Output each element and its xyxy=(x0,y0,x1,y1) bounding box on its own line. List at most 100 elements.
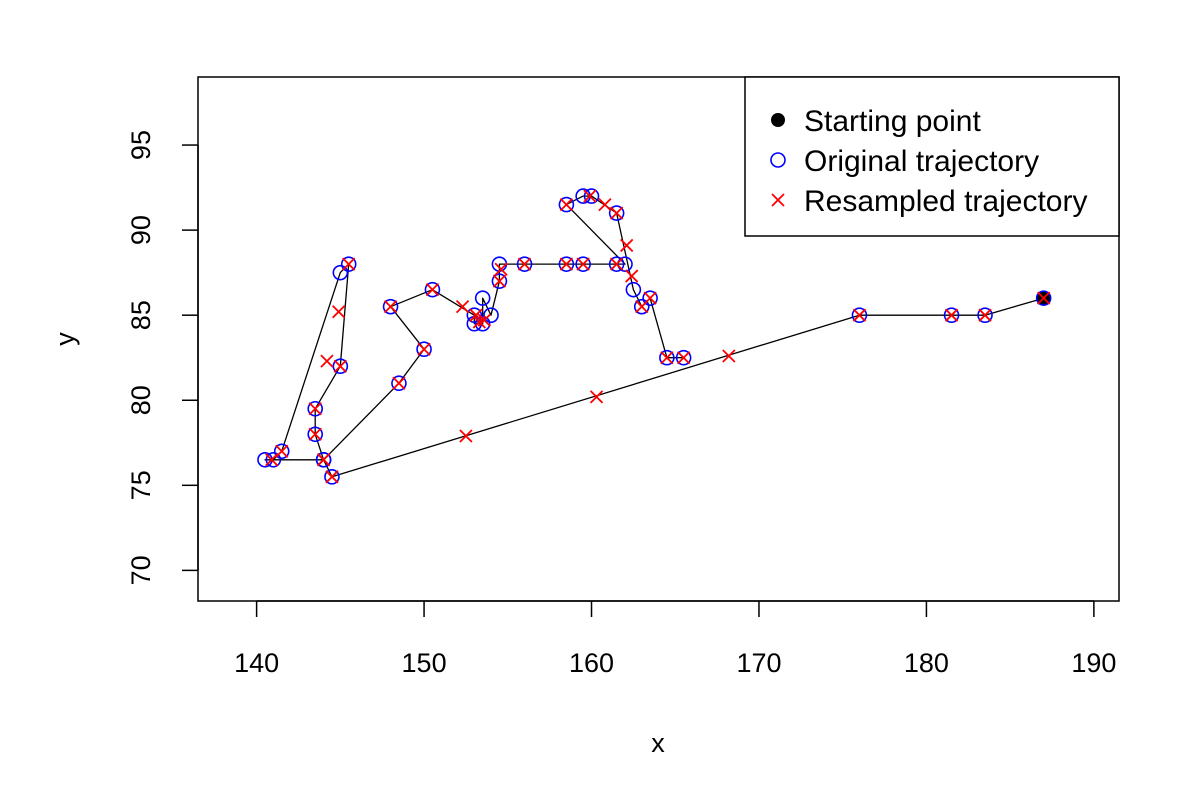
legend-original-symbol xyxy=(770,152,786,168)
y-tick-label: 70 xyxy=(126,555,156,585)
x-tick-label: 170 xyxy=(736,648,781,678)
resampled-point xyxy=(320,354,334,368)
resampled-point xyxy=(620,238,634,253)
original-point xyxy=(583,188,600,204)
original-point xyxy=(575,256,591,272)
original-point xyxy=(474,315,491,332)
original-point xyxy=(608,256,625,272)
resampled-point xyxy=(492,274,507,288)
original-point xyxy=(265,451,282,468)
x-tick-label: 190 xyxy=(1071,648,1116,678)
resampled-point xyxy=(625,269,639,283)
resampled-point xyxy=(559,197,574,212)
resampled-point xyxy=(477,313,491,327)
resampled-point xyxy=(722,349,736,363)
legend-label-resampled: Resampled trajectory xyxy=(804,185,1087,218)
resampled-point xyxy=(383,300,398,314)
original-point xyxy=(273,443,290,460)
trajectory-line xyxy=(264,195,1044,478)
original-point xyxy=(483,307,499,323)
resampled-point xyxy=(308,427,322,441)
original-point xyxy=(617,256,633,272)
y-tick-label: 85 xyxy=(126,300,156,330)
original-point xyxy=(558,196,575,213)
resampled-point xyxy=(494,262,508,276)
legend-box xyxy=(744,76,1120,237)
resampled-point xyxy=(425,283,440,297)
legend-start-symbol xyxy=(771,113,785,127)
original-point xyxy=(324,469,340,485)
resampled-point xyxy=(417,342,431,356)
resampled-point xyxy=(333,359,347,373)
resampled-point xyxy=(576,257,590,271)
resampled-point xyxy=(643,291,657,305)
y-tick-label: 80 xyxy=(126,385,156,415)
original-point xyxy=(851,307,868,323)
resampled-point xyxy=(275,444,289,458)
resampled-point xyxy=(852,308,867,322)
x-tick-label: 150 xyxy=(402,648,447,678)
original-point xyxy=(1035,290,1052,306)
resampled-point xyxy=(332,305,346,319)
resampled-point xyxy=(316,453,331,467)
resampled-point xyxy=(517,257,532,271)
resampled-point xyxy=(472,315,486,329)
resampled-point xyxy=(392,376,406,390)
axes-layer: 140 150 160 170 180 190 70 75 80 85 90 95 xyxy=(126,130,1116,678)
resampled-point xyxy=(660,351,674,365)
original-point xyxy=(474,290,491,306)
y-tick-label: 75 xyxy=(126,470,156,500)
resampled-point xyxy=(325,470,339,484)
y-axis: 70 75 80 85 90 95 xyxy=(126,130,199,585)
original-point xyxy=(977,307,993,323)
x-tick-label: 140 xyxy=(234,648,279,678)
legend: Starting point Original trajectory Resam… xyxy=(744,76,1120,237)
original-point xyxy=(391,375,407,392)
resampled-point xyxy=(589,390,604,404)
original-point xyxy=(416,341,432,358)
original-point xyxy=(642,290,658,306)
original-point xyxy=(608,205,625,221)
trajectory-path-layer xyxy=(264,195,1044,478)
original-point xyxy=(675,349,692,366)
resampled-point xyxy=(609,257,624,271)
original-point xyxy=(633,298,650,315)
original-point xyxy=(558,256,575,272)
original-point xyxy=(315,451,332,468)
resampled-point xyxy=(308,402,322,416)
resampled-point xyxy=(1037,291,1051,305)
resampled-point xyxy=(559,257,574,271)
original-point xyxy=(382,298,399,315)
resampled-point xyxy=(265,453,279,467)
resampled-point xyxy=(944,308,959,322)
resampled-point xyxy=(583,189,597,203)
x-tick-label: 160 xyxy=(569,648,614,678)
resampled-point xyxy=(469,308,483,322)
original-point xyxy=(332,264,349,281)
original-point xyxy=(659,349,675,366)
original-point xyxy=(340,256,357,272)
original-point xyxy=(943,307,960,323)
y-tick-label: 90 xyxy=(126,215,156,245)
resampled-point xyxy=(676,351,691,365)
y-tick-label: 95 xyxy=(126,130,156,160)
original-point xyxy=(466,307,483,323)
legend-label-original: Original trajectory xyxy=(804,145,1039,178)
x-axis-title: x xyxy=(651,728,665,758)
legend-label-start: Starting point xyxy=(804,105,981,138)
original-point xyxy=(491,273,508,289)
resampled-point xyxy=(459,429,473,443)
resampled-point xyxy=(598,197,612,212)
original-point xyxy=(516,256,533,272)
x-tick-label: 180 xyxy=(904,648,949,678)
resampled-point xyxy=(609,206,624,220)
resampled-point xyxy=(342,257,356,271)
x-axis: 140 150 160 170 180 190 xyxy=(234,600,1116,678)
points-layer xyxy=(257,188,1052,485)
y-axis-title: y xyxy=(50,332,80,346)
original-point xyxy=(332,358,349,375)
original-point xyxy=(307,426,324,443)
original-point xyxy=(424,281,441,298)
original-point xyxy=(625,281,642,298)
